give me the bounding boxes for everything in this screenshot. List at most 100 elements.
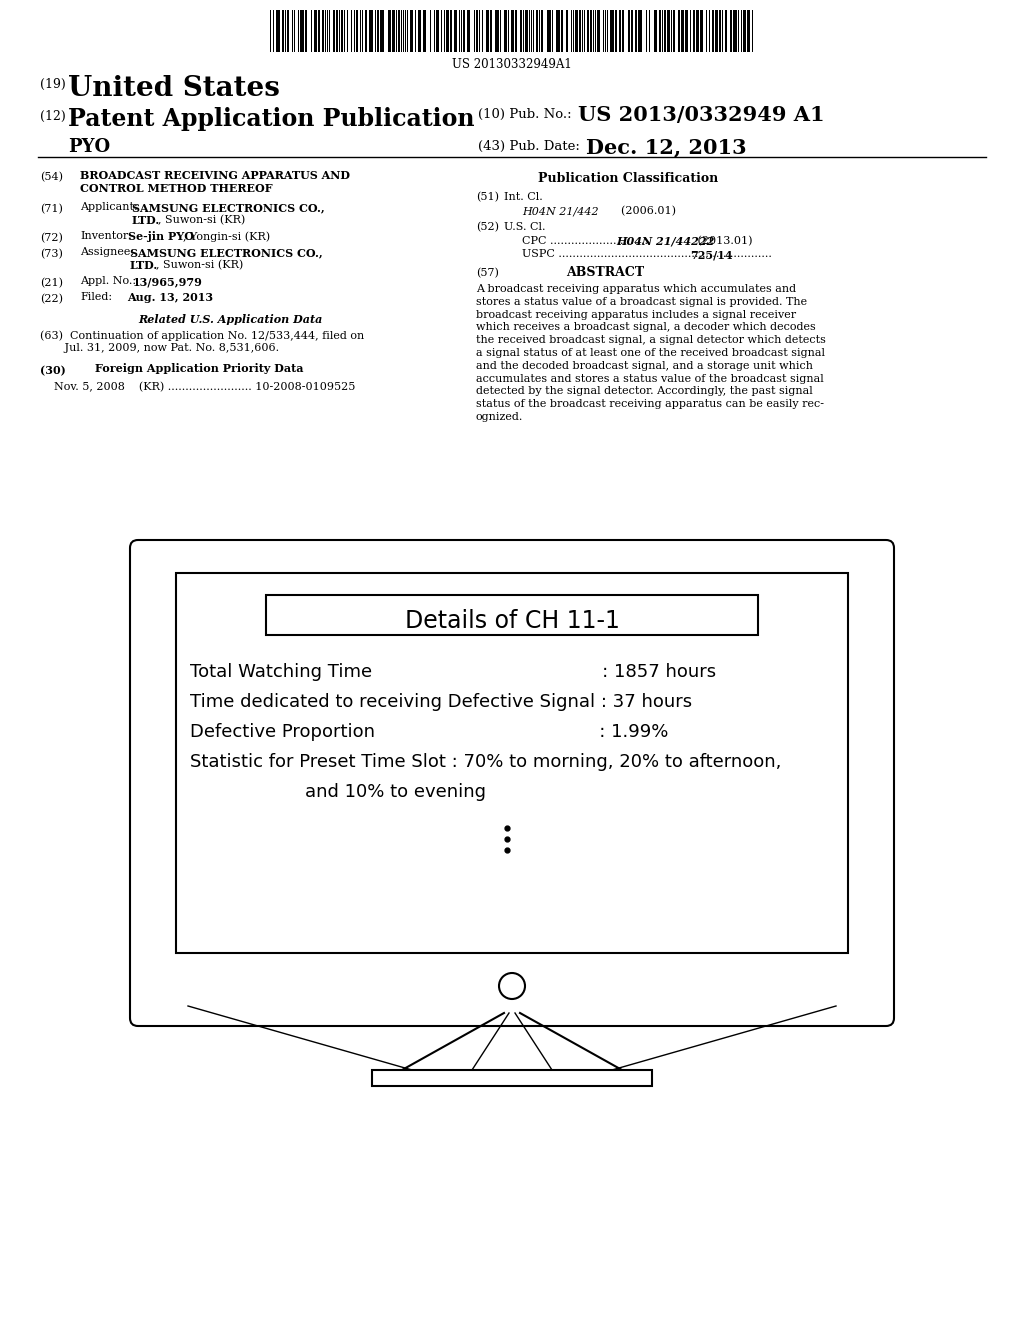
Text: Appl. No.:: Appl. No.: (80, 276, 136, 286)
Bar (392, 11, 395, 51)
Text: US 2013/0332949 A1: US 2013/0332949 A1 (578, 106, 824, 125)
Bar (566, 11, 568, 51)
Text: (71): (71) (40, 205, 62, 214)
Text: ognized.: ognized. (476, 412, 523, 422)
Bar (467, 11, 470, 51)
Text: US 20130332949A1: US 20130332949A1 (453, 58, 571, 71)
Text: Jul. 31, 2009, now Pat. No. 8,531,606.: Jul. 31, 2009, now Pat. No. 8,531,606. (40, 343, 280, 352)
Bar (305, 11, 307, 51)
Bar (700, 11, 703, 51)
Bar (314, 11, 317, 51)
Text: Filed:: Filed: (80, 292, 112, 302)
Bar (693, 11, 695, 51)
Bar (476, 11, 478, 51)
Text: (72): (72) (40, 234, 62, 243)
Text: SAMSUNG ELECTRONICS CO.,: SAMSUNG ELECTRONICS CO., (130, 247, 323, 257)
Bar (318, 11, 319, 51)
Text: detected by the signal detector. Accordingly, the past signal: detected by the signal detector. Accordi… (476, 387, 813, 396)
Bar (266, 595, 758, 635)
Text: (30): (30) (40, 366, 66, 376)
Bar (282, 11, 284, 51)
Text: LTD.: LTD. (130, 260, 159, 271)
Text: A broadcast receiving apparatus which accumulates and: A broadcast receiving apparatus which ac… (476, 284, 796, 294)
Bar (685, 11, 688, 51)
Bar (333, 11, 335, 51)
Text: and 10% to evening: and 10% to evening (190, 783, 486, 801)
Text: (22): (22) (40, 294, 63, 305)
Bar (715, 11, 718, 51)
Bar (356, 11, 358, 51)
Bar (673, 11, 675, 51)
Bar (622, 11, 624, 51)
Text: (2006.01): (2006.01) (600, 206, 676, 216)
Bar (743, 11, 746, 51)
Bar (628, 11, 630, 51)
Text: stores a status value of a broadcast signal is provided. The: stores a status value of a broadcast sig… (476, 297, 807, 306)
Text: United States: United States (68, 75, 280, 102)
Text: the received broadcast signal, a signal detector which detects: the received broadcast signal, a signal … (476, 335, 826, 346)
Bar (719, 11, 721, 51)
Text: Foreign Application Priority Data: Foreign Application Priority Data (95, 363, 303, 374)
Bar (712, 11, 714, 51)
Text: (54): (54) (40, 172, 63, 182)
Text: U.S. Cl.: U.S. Cl. (504, 222, 546, 232)
Text: H04N 21/44222: H04N 21/44222 (616, 236, 715, 247)
Text: SAMSUNG ELECTRONICS CO.,: SAMSUNG ELECTRONICS CO., (132, 202, 325, 213)
Text: Details of CH 11-1: Details of CH 11-1 (404, 609, 620, 634)
Text: Time dedicated to receiving Defective Signal : 37 hours: Time dedicated to receiving Defective Si… (190, 693, 692, 711)
Bar (450, 11, 452, 51)
Bar (176, 573, 848, 953)
Bar (369, 11, 373, 51)
Text: Dec. 12, 2013: Dec. 12, 2013 (586, 137, 746, 157)
Bar (365, 11, 367, 51)
Text: Se-jin PYO: Se-jin PYO (128, 231, 194, 242)
Text: Assignee:: Assignee: (80, 247, 134, 257)
Bar (276, 11, 280, 51)
Text: ABSTRACT: ABSTRACT (566, 267, 644, 279)
Text: which receives a broadcast signal, a decoder which decodes: which receives a broadcast signal, a dec… (476, 322, 816, 333)
Text: (10) Pub. No.:: (10) Pub. No.: (478, 108, 575, 121)
Bar (520, 11, 522, 51)
Text: CPC ............................: CPC ............................ (522, 236, 648, 246)
Bar (380, 11, 384, 51)
Bar (454, 11, 457, 51)
Bar (446, 11, 449, 51)
Bar (678, 11, 680, 51)
Bar (733, 11, 737, 51)
Text: Applicant:: Applicant: (80, 202, 138, 213)
Bar (388, 11, 391, 51)
Bar (618, 11, 621, 51)
Bar (659, 11, 662, 51)
Text: (51): (51) (476, 191, 499, 202)
Text: (73): (73) (40, 249, 62, 259)
Bar (597, 11, 600, 51)
Bar (696, 11, 699, 51)
Bar (300, 11, 304, 51)
Text: (21): (21) (40, 279, 63, 288)
Text: , Suwon-si (KR): , Suwon-si (KR) (156, 260, 244, 271)
Text: BROADCAST RECEIVING APPARATUS AND: BROADCAST RECEIVING APPARATUS AND (80, 170, 350, 181)
Bar (423, 11, 426, 51)
Text: PYO: PYO (68, 139, 111, 156)
Text: (52): (52) (476, 222, 499, 232)
Text: , Yongin-si (KR): , Yongin-si (KR) (183, 231, 270, 242)
Bar (579, 11, 581, 51)
Bar (667, 11, 670, 51)
Text: (57): (57) (476, 268, 499, 279)
Bar (654, 11, 657, 51)
Text: (2013.01): (2013.01) (694, 236, 753, 247)
Text: LTD.: LTD. (132, 215, 160, 226)
Bar (436, 11, 439, 51)
Bar (377, 11, 379, 51)
Bar (631, 11, 633, 51)
Text: and the decoded broadcast signal, and a storage unit which: and the decoded broadcast signal, and a … (476, 360, 813, 371)
Text: Inventor:: Inventor: (80, 231, 132, 242)
Bar (511, 11, 514, 51)
Bar (463, 11, 465, 51)
Text: status of the broadcast receiving apparatus can be easily rec-: status of the broadcast receiving appara… (476, 399, 824, 409)
Text: Total Watching Time                                        : 1857 hours: Total Watching Time : 1857 hours (190, 663, 716, 681)
Bar (681, 11, 684, 51)
Bar (336, 11, 338, 51)
Bar (525, 11, 528, 51)
Bar (590, 11, 592, 51)
